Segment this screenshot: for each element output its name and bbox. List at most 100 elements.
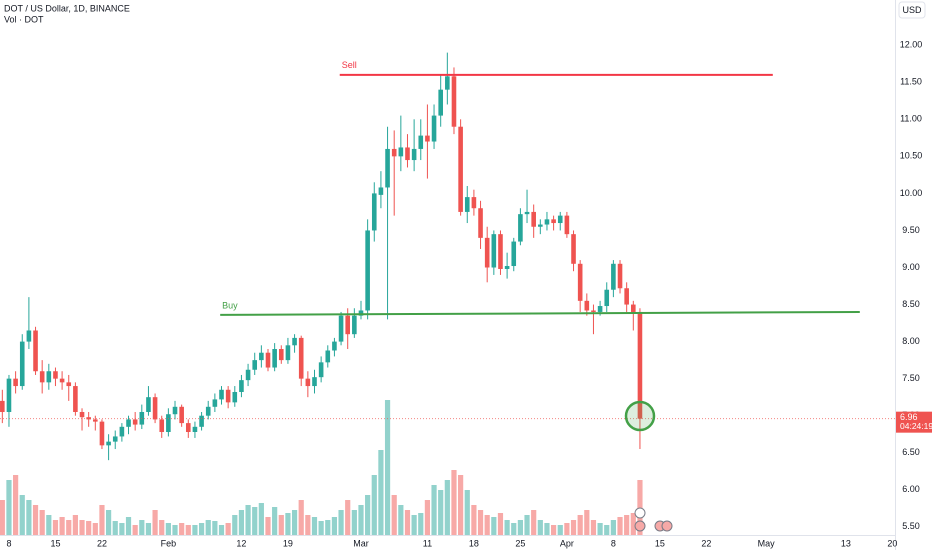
currency-box[interactable] (898, 1, 926, 19)
candle-body (93, 419, 98, 422)
candle-body (26, 330, 32, 342)
candle-body (192, 426, 198, 433)
volume-bar (72, 515, 78, 535)
candle-body (637, 311, 643, 419)
candle-body (358, 310, 364, 316)
chart-title: DOT / US Dollar, 1D, BINANCE (4, 3, 130, 13)
candle-body (631, 304, 636, 312)
candle-body (292, 337, 297, 346)
volume-bar (331, 517, 338, 535)
candle-body (405, 147, 410, 161)
volume-bar (358, 505, 364, 535)
x-tick-label: 8 (6, 538, 11, 548)
volume-bar (52, 520, 59, 535)
volume-bar (504, 520, 510, 535)
candle-body (538, 224, 543, 227)
currency[interactable]: USD (902, 5, 922, 15)
candle-body (518, 214, 523, 242)
candle-body (352, 315, 357, 335)
volume-label: Vol · DOT (4, 14, 44, 24)
x-tick-label: 8 (611, 538, 616, 548)
volume-bar (39, 510, 45, 535)
x-tick-label: Apr (560, 538, 574, 548)
candle-body (611, 263, 616, 290)
volume-bar (577, 515, 583, 535)
volume-bar (325, 520, 331, 535)
event-icon[interactable] (661, 520, 673, 532)
candle-body (119, 426, 125, 437)
volume-bar (345, 500, 351, 535)
candle-body (39, 371, 45, 383)
candle-body (504, 266, 510, 269)
candle-body (524, 211, 530, 215)
x-tick-label: 11 (423, 538, 432, 548)
candle-layer (0, 52, 643, 461)
volume-bar (637, 480, 643, 535)
volume-bar (424, 500, 431, 535)
candle-body (106, 441, 111, 446)
volume-bar (172, 525, 178, 535)
candle-body (126, 419, 131, 427)
volume-bar (418, 513, 424, 535)
candle-body (551, 219, 556, 224)
volume-bar (597, 523, 603, 535)
y-tick-label: 12.00 (900, 40, 923, 50)
x-tick-label: May (758, 538, 776, 548)
volume-bar (624, 515, 630, 535)
volume-bar (119, 523, 125, 535)
candle-body (179, 406, 184, 424)
candle-body (53, 371, 58, 379)
event-icon[interactable] (634, 520, 646, 532)
volume-bar (531, 510, 537, 535)
volume-bar (338, 510, 344, 535)
candle-body (219, 389, 224, 400)
candle-body (617, 263, 623, 289)
volume-bar (557, 525, 563, 535)
highlight-circle (624, 400, 656, 432)
volume-bar (391, 495, 397, 535)
candle-body (79, 411, 85, 418)
y-tick-label: 5.50 (902, 521, 920, 531)
candle-body (112, 436, 118, 442)
candle-body (239, 380, 244, 392)
volume-bar (464, 490, 470, 535)
volume-bar (0, 500, 5, 535)
volume-bar (617, 517, 623, 535)
candle-body (272, 349, 277, 368)
y-tick-label: 8.00 (902, 336, 920, 346)
x-tick-label: 19 (283, 538, 293, 548)
candle-body (498, 234, 503, 269)
volume-bar (132, 525, 138, 535)
volume-bar (278, 515, 284, 535)
candle-body (13, 378, 18, 387)
volume-bar (79, 520, 85, 535)
buy-line (220, 310, 860, 316)
volume-bar (179, 523, 185, 535)
volume-bar (311, 517, 318, 535)
x-tick-label: 13 (841, 538, 851, 548)
volume-bar (444, 480, 450, 535)
candle-body (438, 89, 443, 116)
volume-bar (484, 515, 490, 535)
volume-bar (185, 525, 191, 535)
event-icon[interactable] (634, 507, 646, 519)
volume-bar (544, 523, 550, 535)
candle-body (471, 197, 477, 209)
volume-bar (139, 520, 145, 535)
candle-body (371, 193, 377, 231)
volume-bar (105, 510, 112, 535)
volume-bar (245, 505, 251, 535)
volume-bar (458, 475, 464, 535)
x-tick-label: 15 (50, 538, 60, 548)
sell-line-label: Sell (342, 60, 357, 70)
candle-body (152, 397, 158, 420)
volume-bar (365, 495, 371, 535)
candle-body (252, 360, 258, 370)
volume-bar (491, 517, 497, 535)
candle-body (298, 337, 304, 379)
candle-body (99, 421, 105, 446)
candle-body (159, 419, 165, 433)
candle-body (577, 263, 583, 301)
volume-bar (477, 510, 484, 535)
candle-body (245, 369, 251, 381)
